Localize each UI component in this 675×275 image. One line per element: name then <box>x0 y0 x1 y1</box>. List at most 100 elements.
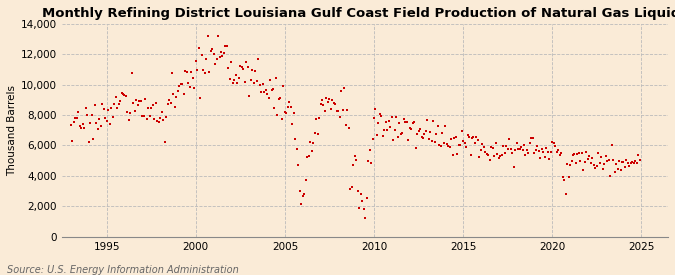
Point <box>94 117 105 122</box>
Point <box>319 109 330 113</box>
Point <box>89 103 100 108</box>
Point <box>279 109 290 114</box>
Point <box>122 110 133 114</box>
Point <box>526 136 537 141</box>
Point <box>103 108 113 112</box>
Point <box>468 134 479 139</box>
Point <box>383 119 394 123</box>
Point <box>560 191 571 196</box>
Point <box>177 82 188 87</box>
Point <box>180 68 191 73</box>
Point <box>234 76 244 81</box>
Point <box>627 160 638 164</box>
Point <box>366 161 377 165</box>
Point <box>589 163 599 167</box>
Point <box>97 102 107 106</box>
Point <box>490 141 501 145</box>
Point <box>116 91 127 96</box>
Point <box>155 115 165 120</box>
Point <box>296 201 306 206</box>
Point <box>606 143 617 148</box>
Point <box>453 142 464 147</box>
Title: Monthly Refining District Louisiana Gulf Coast Field Production of Natural Gas L: Monthly Refining District Louisiana Gulf… <box>42 7 675 20</box>
Point <box>281 111 292 115</box>
Point <box>273 97 284 101</box>
Point <box>306 149 317 153</box>
Point <box>67 139 78 143</box>
Point <box>82 113 92 118</box>
Point <box>229 78 240 82</box>
Point <box>608 158 618 163</box>
Point <box>564 163 575 167</box>
Point <box>493 156 504 161</box>
Point <box>433 124 443 128</box>
Point <box>423 136 434 141</box>
Point <box>292 147 302 152</box>
Point <box>569 152 580 156</box>
Point <box>562 161 572 166</box>
Point <box>263 96 274 101</box>
Point <box>272 113 283 117</box>
Point <box>425 130 436 134</box>
Point <box>511 141 522 145</box>
Point <box>107 115 118 119</box>
Point <box>622 161 633 165</box>
Point <box>456 129 467 133</box>
Point <box>254 83 265 87</box>
Point <box>323 100 333 104</box>
Point <box>287 122 298 126</box>
Point <box>221 44 232 48</box>
Point <box>579 160 590 164</box>
Point <box>428 119 439 123</box>
Point <box>610 170 620 174</box>
Point <box>235 64 246 68</box>
Point <box>416 135 427 139</box>
Point <box>147 103 158 107</box>
Point <box>303 154 314 158</box>
Point <box>621 158 632 162</box>
Point <box>252 57 263 62</box>
Point <box>551 150 562 154</box>
Point <box>465 153 476 157</box>
Point <box>358 207 369 211</box>
Point <box>549 144 560 148</box>
Point <box>143 106 154 111</box>
Point <box>130 109 140 113</box>
Point <box>362 158 373 163</box>
Point <box>317 98 327 102</box>
Point <box>464 135 475 139</box>
Point <box>355 192 366 196</box>
Point <box>618 160 629 164</box>
Point <box>472 137 483 142</box>
Point <box>183 81 194 85</box>
Point <box>449 136 460 141</box>
Point <box>260 88 271 92</box>
Point <box>173 89 184 93</box>
Point <box>156 110 167 114</box>
Point <box>225 76 236 81</box>
Point <box>541 146 551 150</box>
Y-axis label: Thousand Barrels: Thousand Barrels <box>7 85 17 176</box>
Point <box>585 161 596 166</box>
Point <box>213 34 223 38</box>
Point <box>297 194 308 198</box>
Point <box>79 126 90 130</box>
Point <box>545 150 556 154</box>
Point <box>101 119 112 123</box>
Point <box>632 161 643 165</box>
Point <box>614 159 624 163</box>
Point <box>163 97 174 102</box>
Point <box>474 155 485 160</box>
Point <box>165 100 176 105</box>
Point <box>275 96 286 100</box>
Point <box>109 102 119 107</box>
Point <box>195 96 206 100</box>
Point <box>330 102 341 106</box>
Point <box>611 162 622 167</box>
Point <box>215 50 226 54</box>
Point <box>385 124 396 129</box>
Point <box>104 121 115 126</box>
Point <box>471 135 482 140</box>
Point <box>427 138 437 143</box>
Point <box>524 141 535 145</box>
